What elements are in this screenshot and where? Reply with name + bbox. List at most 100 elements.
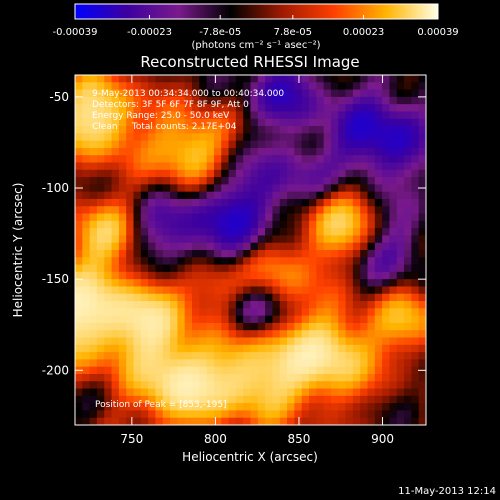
heatmap-pixel — [82, 250, 91, 258]
heatmap-pixel — [206, 322, 215, 331]
heatmap-pixel — [89, 162, 98, 171]
heatmap-pixel — [228, 279, 237, 288]
heatmap-image — [75, 75, 426, 425]
heatmap-pixel — [89, 293, 98, 302]
heatmap-pixel — [301, 111, 310, 120]
heatmap-pixel — [89, 213, 98, 222]
heatmap-pixel — [235, 417, 244, 425]
heatmap-pixel — [206, 417, 215, 425]
heatmap-pixel — [104, 89, 113, 98]
heatmap-pixel — [389, 191, 398, 200]
heatmap-pixel — [279, 184, 288, 193]
heatmap-pixel — [411, 322, 420, 331]
heatmap-pixel — [118, 198, 127, 207]
heatmap-pixel — [352, 228, 361, 237]
heatmap-pixel — [396, 155, 405, 164]
heatmap-pixel — [192, 198, 200, 207]
heatmap-pixel — [294, 279, 303, 288]
heatmap-pixel — [213, 315, 222, 324]
heatmap-pixel — [104, 184, 113, 193]
heatmap-pixel — [111, 126, 120, 134]
heatmap-pixel — [404, 89, 412, 98]
heatmap-pixel — [352, 373, 361, 382]
heatmap-pixel — [111, 213, 120, 222]
heatmap-pixel — [345, 242, 354, 251]
heatmap-pixel — [213, 257, 222, 266]
heatmap-pixel — [265, 410, 274, 419]
heatmap-pixel — [338, 322, 347, 331]
heatmap-pixel — [330, 395, 339, 404]
heatmap-pixel — [184, 242, 193, 251]
heatmap-pixel — [155, 308, 164, 317]
heatmap-pixel — [111, 155, 120, 164]
heatmap-pixel — [389, 301, 398, 309]
heatmap-pixel — [265, 126, 274, 134]
heatmap-pixel — [243, 147, 252, 156]
heatmap-pixel — [257, 133, 266, 142]
heatmap-pixel — [184, 322, 193, 331]
heatmap-pixel — [82, 322, 91, 331]
heatmap-pixel — [192, 155, 200, 164]
heatmap-pixel — [301, 162, 310, 171]
heatmap-pixel — [89, 388, 98, 397]
heatmap-pixel — [170, 213, 178, 222]
heatmap-pixel — [404, 388, 412, 397]
heatmap-pixel — [309, 344, 317, 353]
heatmap-pixel — [118, 213, 127, 222]
heatmap-pixel — [184, 177, 193, 185]
heatmap-pixel — [287, 359, 295, 368]
heatmap-pixel — [82, 75, 91, 83]
heatmap-pixel — [294, 82, 303, 91]
heatmap-pixel — [404, 344, 412, 353]
heatmap-pixel — [389, 352, 398, 360]
heatmap-pixel — [360, 308, 369, 317]
heatmap-pixel — [345, 330, 354, 339]
heatmap-pixel — [118, 235, 127, 244]
heatmap-pixel — [279, 96, 288, 105]
heatmap-pixel — [396, 344, 405, 353]
heatmap-pixel — [199, 410, 208, 419]
heatmap-pixel — [104, 322, 113, 331]
heatmap-pixel — [96, 184, 105, 193]
heatmap-pixel — [265, 286, 274, 295]
heatmap-pixel — [301, 366, 310, 375]
heatmap-pixel — [162, 242, 171, 251]
heatmap-pixel — [418, 213, 426, 222]
heatmap-pixel — [316, 315, 325, 324]
heatmap-pixel — [192, 301, 200, 309]
heatmap-pixel — [360, 417, 369, 425]
heatmap-pixel — [352, 242, 361, 251]
heatmap-pixel — [367, 242, 376, 251]
heatmap-pixel — [184, 279, 193, 288]
heatmap-pixel — [367, 82, 376, 91]
heatmap-pixel — [243, 213, 252, 222]
heatmap-pixel — [184, 395, 193, 404]
heatmap-pixel — [206, 373, 215, 382]
heatmap-pixel — [184, 417, 193, 425]
heatmap-pixel — [279, 257, 288, 266]
heatmap-pixel — [411, 155, 420, 164]
heatmap-pixel — [213, 213, 222, 222]
heatmap-pixel — [309, 111, 317, 120]
heatmap-pixel — [338, 213, 347, 222]
heatmap-pixel — [206, 352, 215, 360]
heatmap-pixel — [367, 264, 376, 273]
heatmap-pixel — [243, 366, 252, 375]
heatmap-pixel — [192, 359, 200, 368]
heatmap-pixel — [140, 126, 149, 134]
heatmap-pixel — [75, 330, 83, 339]
heatmap-pixel — [133, 395, 142, 404]
heatmap-pixel — [75, 271, 83, 280]
heatmap-pixel — [213, 264, 222, 273]
heatmap-pixel — [418, 111, 426, 120]
heatmap-pixel — [89, 344, 98, 353]
heatmap-pixel — [309, 184, 317, 193]
heatmap-pixel — [360, 264, 369, 273]
heatmap-pixel — [162, 118, 171, 127]
heatmap-pixel — [199, 286, 208, 295]
heatmap-pixel — [170, 228, 178, 237]
heatmap-pixel — [338, 279, 347, 288]
heatmap-pixel — [89, 184, 98, 193]
heatmap-pixel — [148, 147, 157, 156]
heatmap-pixel — [213, 162, 222, 171]
